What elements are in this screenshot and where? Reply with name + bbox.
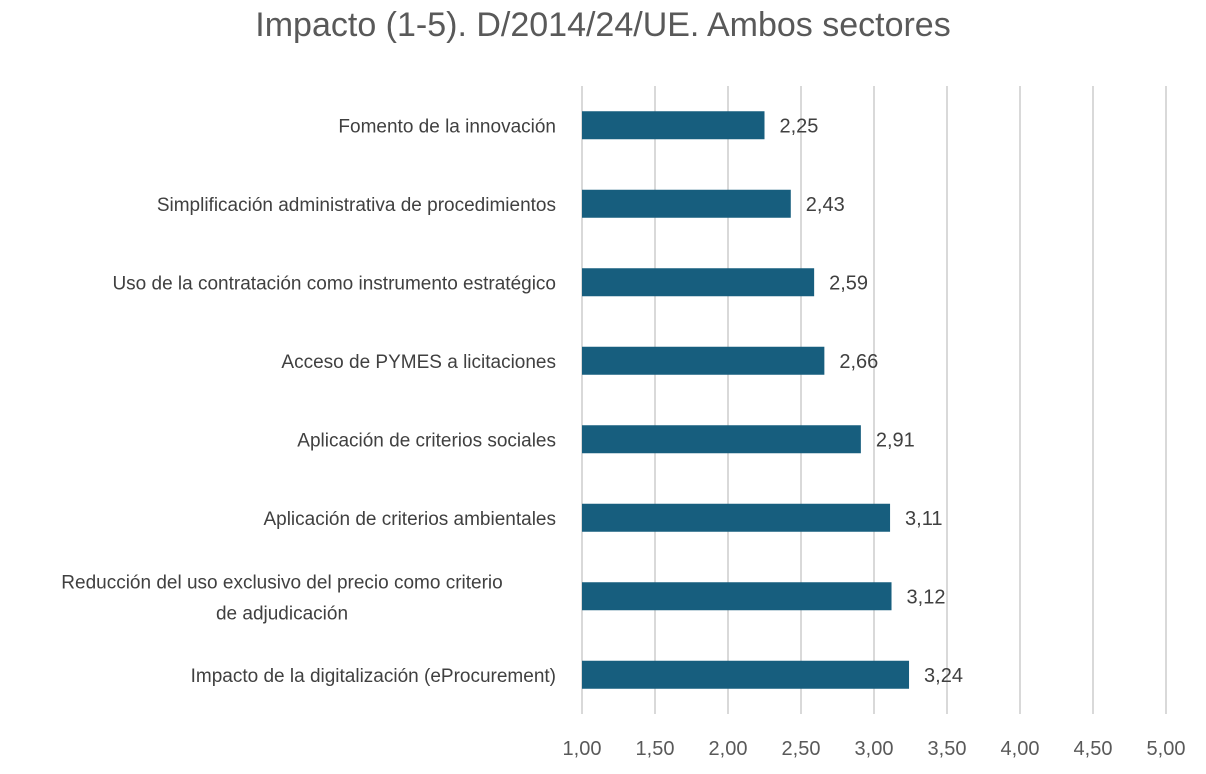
x-tick-label: 2,00	[709, 738, 748, 760]
bar	[582, 189, 791, 218]
bar	[582, 660, 910, 689]
x-tick-label: 4,00	[1001, 738, 1040, 760]
category-label: Reducción del uso exclusivo del precio c…	[61, 572, 502, 624]
x-tick-label: 5,00	[1147, 738, 1186, 760]
category-label: Uso de la contratación como instrumento …	[112, 273, 556, 294]
bar	[582, 582, 892, 611]
category-label: Aplicación de criterios ambientales	[263, 509, 556, 530]
data-label: 3,24	[924, 665, 963, 687]
x-tick-label: 4,50	[1074, 738, 1113, 760]
data-label: 2,66	[839, 351, 878, 373]
data-label: 2,91	[876, 429, 915, 451]
data-label: 2,43	[806, 194, 845, 216]
bar	[582, 268, 815, 297]
bar	[582, 425, 861, 454]
x-tick-label: 3,00	[855, 738, 894, 760]
bar	[582, 503, 891, 532]
category-label: Aplicación de criterios sociales	[297, 430, 556, 451]
x-tick-label: 3,50	[928, 738, 967, 760]
category-label: Simplificación administrativa de procedi…	[157, 195, 556, 216]
category-label: Acceso de PYMES a licitaciones	[281, 352, 556, 373]
x-tick-label: 1,00	[563, 738, 602, 760]
category-label: Fomento de la innovación	[338, 116, 556, 137]
bar	[582, 346, 825, 375]
chart-title: Impacto (1-5). D/2014/24/UE. Ambos secto…	[255, 6, 950, 44]
data-label: 2,25	[780, 115, 819, 137]
bar	[582, 111, 765, 140]
data-label: 3,12	[907, 586, 946, 608]
x-tick-label: 2,50	[782, 738, 821, 760]
data-label: 3,11	[905, 508, 942, 530]
data-label: 2,59	[829, 272, 868, 294]
x-tick-label: 1,50	[636, 738, 675, 760]
category-label: Impacto de la digitalización (eProcureme…	[191, 666, 556, 687]
